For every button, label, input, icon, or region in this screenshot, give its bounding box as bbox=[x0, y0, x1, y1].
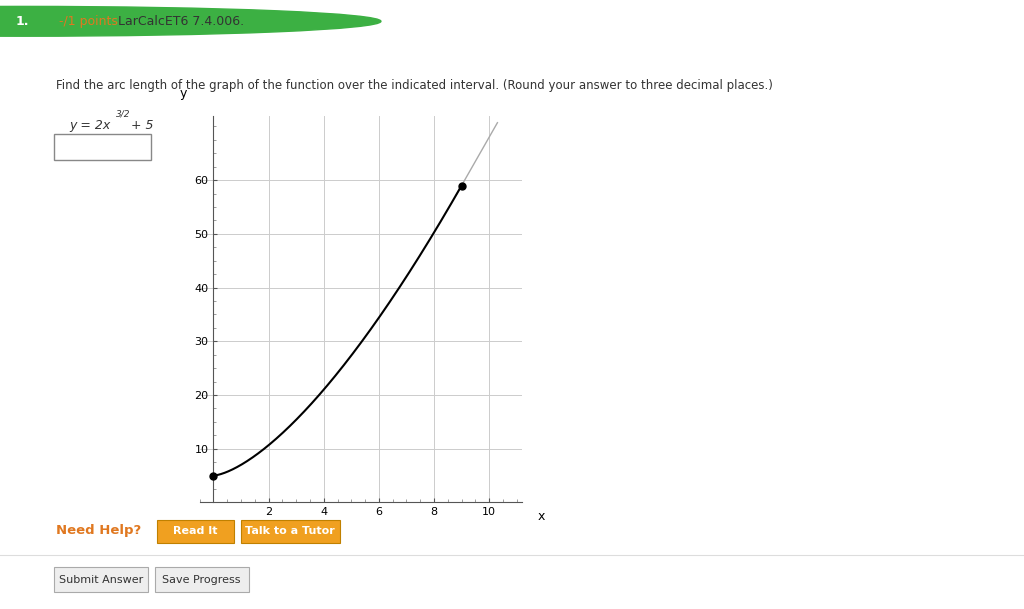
Circle shape bbox=[0, 7, 381, 37]
Text: -/1 points: -/1 points bbox=[59, 15, 118, 28]
Text: Talk to a Tutor: Talk to a Tutor bbox=[246, 526, 335, 537]
FancyBboxPatch shape bbox=[54, 567, 148, 592]
Text: Read It: Read It bbox=[173, 526, 218, 537]
Text: Need Help?: Need Help? bbox=[56, 524, 141, 537]
Text: 1.: 1. bbox=[15, 15, 30, 28]
Text: y = 2x: y = 2x bbox=[70, 119, 111, 132]
Text: Save Progress: Save Progress bbox=[163, 574, 241, 585]
Text: Submit Answer: Submit Answer bbox=[59, 574, 143, 585]
Text: LarCalcET6 7.4.006.: LarCalcET6 7.4.006. bbox=[118, 15, 244, 28]
X-axis label: x: x bbox=[538, 510, 546, 523]
Text: + 5: + 5 bbox=[127, 119, 154, 132]
Text: Find the arc length of the graph of the function over the indicated interval. (R: Find the arc length of the graph of the … bbox=[56, 79, 773, 93]
FancyBboxPatch shape bbox=[241, 519, 340, 543]
FancyBboxPatch shape bbox=[157, 519, 234, 543]
Y-axis label: y: y bbox=[180, 87, 187, 100]
FancyBboxPatch shape bbox=[54, 134, 151, 160]
Text: 3/2: 3/2 bbox=[116, 110, 130, 119]
FancyBboxPatch shape bbox=[155, 567, 249, 592]
